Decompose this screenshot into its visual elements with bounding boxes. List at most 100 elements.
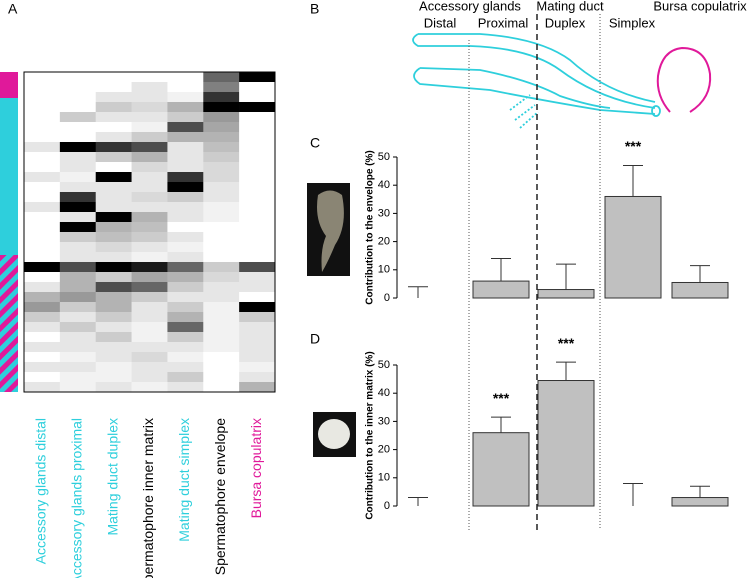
heat-cell [167,92,204,103]
section-label: Simplex [609,15,656,30]
heat-cell [203,132,240,143]
heat-cell [59,272,97,283]
heat-cell [131,332,168,343]
heat-cell [167,142,204,153]
heat-cell [24,242,61,253]
heat-cell [95,302,132,313]
heat-cell [95,122,132,133]
y-tick-label: 0 [384,500,390,512]
y-tick-label: 10 [378,472,390,484]
heat-cell [203,212,240,223]
heat-cell [131,242,168,253]
heat-cell [95,72,132,83]
heat-cell [239,322,276,333]
heat-cell [167,172,204,183]
heat-cell [239,262,276,273]
photo-shape [317,190,344,272]
heat-cell [203,202,240,213]
heat-cell [239,342,276,353]
heat-cell [203,292,240,303]
bar [604,195,662,299]
heat-cell [167,132,204,143]
heat-cell [203,162,240,173]
heat-cell [239,172,276,183]
heat-cell [167,322,204,333]
section-label: Proximal [478,15,529,30]
heat-cell [239,162,276,173]
heat-cell [59,222,97,233]
heat-cell [239,302,276,313]
color-bar [0,72,18,98]
heat-cell [24,172,61,183]
heat-cell [131,82,168,93]
heat-cell [239,372,276,383]
heat-cell [131,232,168,243]
heat-cell [203,192,240,203]
heat-cell [167,372,204,383]
heat-cell [24,182,61,193]
heat-cell [59,252,97,263]
y-tick-label: 10 [378,264,390,276]
heat-cell [59,362,97,373]
heat-cell [59,332,97,343]
heat-cell [203,382,240,393]
heat-cell [239,152,276,163]
heat-cell [203,182,240,193]
heat-cell [95,82,132,93]
heat-cell [167,102,204,113]
heat-cell [131,262,168,273]
heat-cell [239,142,276,153]
heat-cell [203,142,240,153]
heat-cell [131,312,168,323]
heat-cell [239,352,276,363]
column-label: Bursa copulatrix [248,418,264,518]
heat-cell [131,202,168,213]
heat-cell [131,212,168,223]
heat-cell [203,282,240,293]
heat-cell [59,232,97,243]
heatmap-frame [23,71,276,393]
heat-cell [203,312,240,323]
heat-cell [203,242,240,253]
heat-cell [24,112,61,123]
panel-label: B [310,1,319,17]
bursa-diagram [656,46,712,113]
heat-cell [167,292,204,303]
group-label: Accessory glands [419,0,521,13]
heat-cell [59,242,97,253]
heat-cell [95,92,132,103]
heat-cell [203,362,240,373]
heat-cell [24,282,61,293]
column-label: Mating duct duplex [104,418,120,536]
heat-cell [131,72,168,83]
bar [537,289,595,299]
heat-cell [95,312,132,323]
significance: *** [558,335,575,351]
heat-cell [59,142,97,153]
heat-cell [239,202,276,213]
heat-cell [59,292,97,303]
heat-cell [59,352,97,363]
heat-cell [131,362,168,373]
heat-cell [131,182,168,193]
heat-cell [239,232,276,243]
heat-cell [59,132,97,143]
heat-cell [24,102,61,113]
heat-cell [95,292,132,303]
heat-cell [95,282,132,293]
heat-cell [131,112,168,123]
heat-cell [59,202,97,213]
bar [537,380,595,507]
heat-cell [203,322,240,333]
heat-cell [59,382,97,393]
heat-cell [24,252,61,263]
heat-cell [24,322,61,333]
heat-cell [239,312,276,323]
heat-cell [59,172,97,183]
heat-cell [24,312,61,323]
heat-cell [203,262,240,273]
panel-label: A [8,1,18,17]
heat-cell [239,222,276,233]
heat-cell [131,252,168,263]
heat-cell [167,362,204,373]
